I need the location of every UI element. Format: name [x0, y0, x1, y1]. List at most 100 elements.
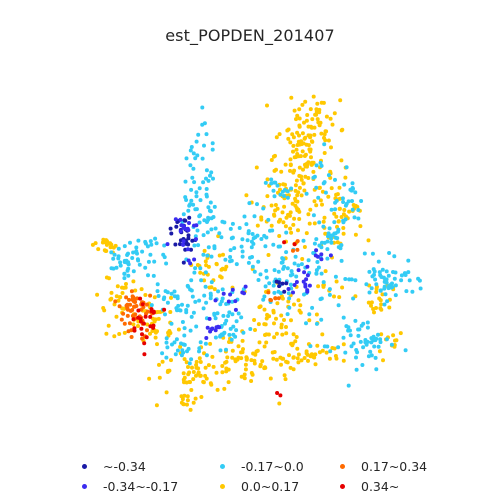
map-point [321, 181, 326, 186]
map-point [369, 286, 374, 291]
map-point [258, 304, 263, 309]
map-point [173, 352, 178, 357]
map-point [178, 229, 183, 234]
map-point [296, 352, 301, 357]
map-point [162, 307, 167, 312]
map-point [187, 361, 192, 366]
map-point [329, 207, 334, 212]
map-point [179, 341, 183, 346]
map-point [333, 177, 337, 182]
map-point [324, 114, 329, 119]
map-point [285, 189, 290, 194]
map-point [314, 163, 319, 168]
map-point [194, 373, 198, 378]
map-point [191, 370, 196, 374]
map-point [374, 286, 379, 291]
map-point [292, 261, 297, 266]
map-point [246, 260, 251, 265]
map-point [302, 270, 307, 275]
map-point [227, 310, 232, 315]
map-point [223, 321, 227, 326]
map-point [387, 251, 392, 255]
map-point [202, 278, 207, 283]
map-point [226, 380, 231, 385]
map-point [267, 281, 272, 286]
map-point [143, 293, 148, 297]
map-point [326, 194, 331, 199]
map-point [353, 278, 358, 283]
map-point [129, 335, 134, 339]
map-point [114, 265, 119, 270]
map-point [341, 226, 346, 230]
map-point [197, 346, 202, 351]
map-point [306, 212, 311, 217]
map-point [148, 314, 153, 319]
map-point [142, 341, 147, 346]
map-point [204, 353, 209, 358]
map-point [399, 278, 404, 283]
map-point [249, 379, 254, 383]
map-point [148, 252, 153, 257]
map-point [341, 315, 346, 320]
map-point [278, 192, 283, 197]
map-point [302, 188, 307, 193]
map-point [353, 232, 358, 237]
map-point [213, 335, 218, 340]
map-point [211, 176, 215, 181]
map-point [188, 407, 193, 412]
map-point [106, 323, 111, 328]
map-point [274, 331, 279, 336]
map-point [284, 230, 289, 235]
map-point [392, 254, 397, 259]
map-point [200, 122, 205, 127]
map-point [102, 308, 107, 313]
map-point [208, 329, 213, 334]
map-point [261, 297, 266, 302]
map-point [197, 356, 202, 361]
map-point [201, 233, 206, 238]
map-point [180, 302, 184, 307]
map-point [255, 223, 260, 228]
map-point [317, 185, 322, 190]
map-point [341, 335, 346, 340]
map-point [206, 264, 211, 269]
map-point [343, 175, 348, 180]
map-point [136, 324, 140, 328]
map-point [262, 365, 267, 370]
map-point [290, 341, 295, 346]
map-point [291, 332, 296, 337]
map-point [285, 266, 290, 271]
map-point [393, 283, 398, 288]
map-point [323, 231, 328, 236]
map-point [270, 228, 275, 233]
map-point [178, 242, 182, 247]
map-point [314, 248, 319, 253]
map-point [280, 210, 285, 215]
map-point [289, 95, 294, 100]
map-point [315, 254, 320, 259]
map-point [311, 213, 316, 218]
map-point [182, 380, 186, 385]
map-point [118, 263, 123, 268]
map-point [250, 232, 255, 236]
map-point [339, 128, 344, 133]
map-point [351, 296, 356, 301]
map-point [241, 330, 246, 335]
map-point [263, 284, 268, 289]
map-point [328, 253, 333, 258]
legend-marker-1 [82, 463, 87, 469]
map-point [194, 324, 199, 329]
map-point [351, 186, 355, 191]
map-point [303, 282, 308, 287]
map-point [240, 249, 245, 254]
map-point [337, 185, 342, 190]
map-point [332, 294, 336, 299]
map-point [299, 177, 304, 182]
map-point [243, 367, 248, 372]
map-point [393, 293, 398, 298]
map-point [326, 231, 331, 236]
map-point [293, 203, 298, 208]
map-point [314, 107, 319, 112]
map-point [314, 312, 319, 317]
map-point [203, 259, 208, 264]
